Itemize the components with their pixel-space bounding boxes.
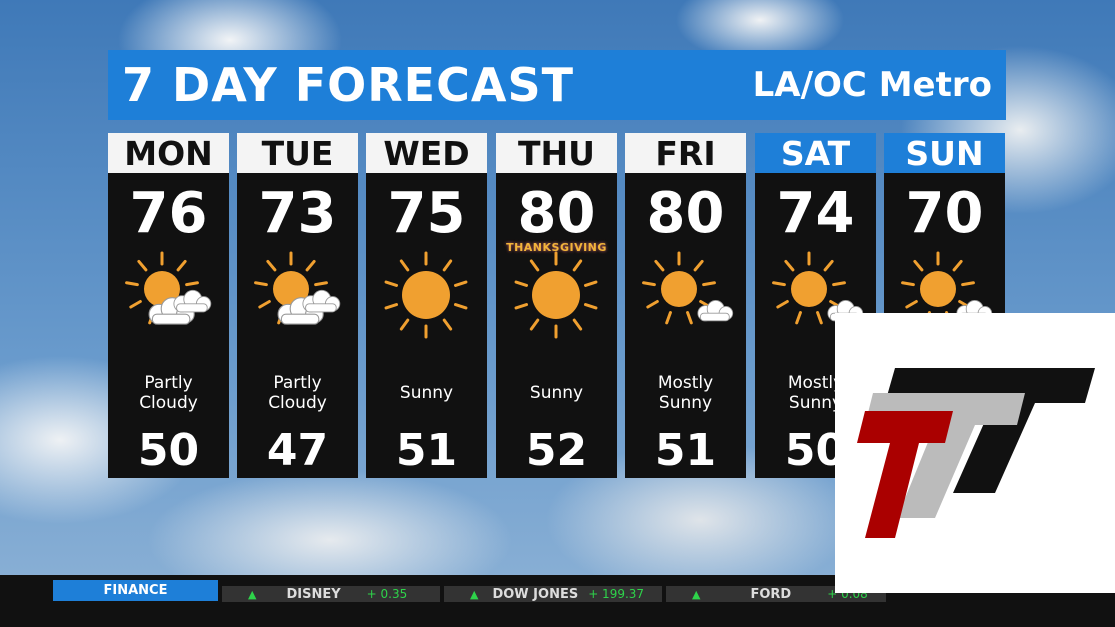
low-temp: 51 <box>654 425 717 476</box>
stock-item: ▲ DISNEY + 0.35 <box>222 586 440 602</box>
day-label: MON <box>108 133 229 173</box>
low-temp: 52 <box>525 425 588 476</box>
up-arrow-icon: ▲ <box>248 587 257 601</box>
high-temp: 80 <box>646 181 725 246</box>
up-arrow-icon: ▲ <box>692 587 701 601</box>
sun-icon <box>384 251 468 339</box>
day-card-tue: TUE 73 Partly Cloudy 47 <box>237 133 358 478</box>
high-temp: 70 <box>905 181 984 246</box>
region-label: LA/OC Metro <box>752 65 992 105</box>
day-label: SUN <box>884 133 1005 173</box>
day-card-wed: WED 75 Sunny 51 <box>366 133 487 478</box>
forecast-header: 7 DAY FORECAST LA/OC Metro <box>108 50 1006 120</box>
condition-text: Partly Cloudy <box>268 373 327 413</box>
sun-small-cloud-icon <box>642 251 734 325</box>
sun-cloud-icon <box>125 251 212 325</box>
day-card-mon: MON 76 Partly Cloudy 50 <box>108 133 229 478</box>
stock-change: + 0.35 <box>366 587 408 601</box>
low-temp: 50 <box>137 425 200 476</box>
low-temp: 47 <box>266 425 329 476</box>
sun-cloud-icon <box>254 251 341 325</box>
watermark-logo <box>835 313 1115 593</box>
day-card-fri: FRI 80 Mostly Sunny 51 <box>625 133 746 478</box>
holiday-label: THANKSGIVING <box>506 241 607 254</box>
day-card-thu: THU 80 THANKSGIVING Sunny 52 <box>496 133 617 478</box>
condition-text: Sunny <box>399 383 454 403</box>
stock-change: + 199.37 <box>588 587 645 601</box>
high-temp: 75 <box>387 181 466 246</box>
condition-text: Sunny <box>529 383 584 403</box>
day-label: FRI <box>625 133 746 173</box>
condition-text: Mostly Sunny <box>787 373 844 413</box>
high-temp: 73 <box>258 181 337 246</box>
low-temp: 51 <box>395 425 458 476</box>
high-temp: 74 <box>776 181 855 246</box>
up-arrow-icon: ▲ <box>470 587 479 601</box>
ticker-section: FINANCE <box>53 580 218 601</box>
stock-name: DISNEY <box>286 586 341 602</box>
high-temp: 76 <box>129 181 208 246</box>
high-temp: 80 <box>517 181 596 246</box>
condition-text: Partly Cloudy <box>139 373 198 413</box>
stock-name: FORD <box>750 586 792 602</box>
stock-item: ▲ DOW JONES + 199.37 <box>444 586 662 602</box>
day-label: SAT <box>755 133 876 173</box>
forecast-title: 7 DAY FORECAST <box>122 58 574 112</box>
condition-text: Mostly Sunny <box>657 373 714 413</box>
day-label: WED <box>366 133 487 173</box>
day-label: THU <box>496 133 617 173</box>
day-label: TUE <box>237 133 358 173</box>
stock-name: DOW JONES <box>492 586 579 602</box>
sun-icon <box>514 251 598 339</box>
